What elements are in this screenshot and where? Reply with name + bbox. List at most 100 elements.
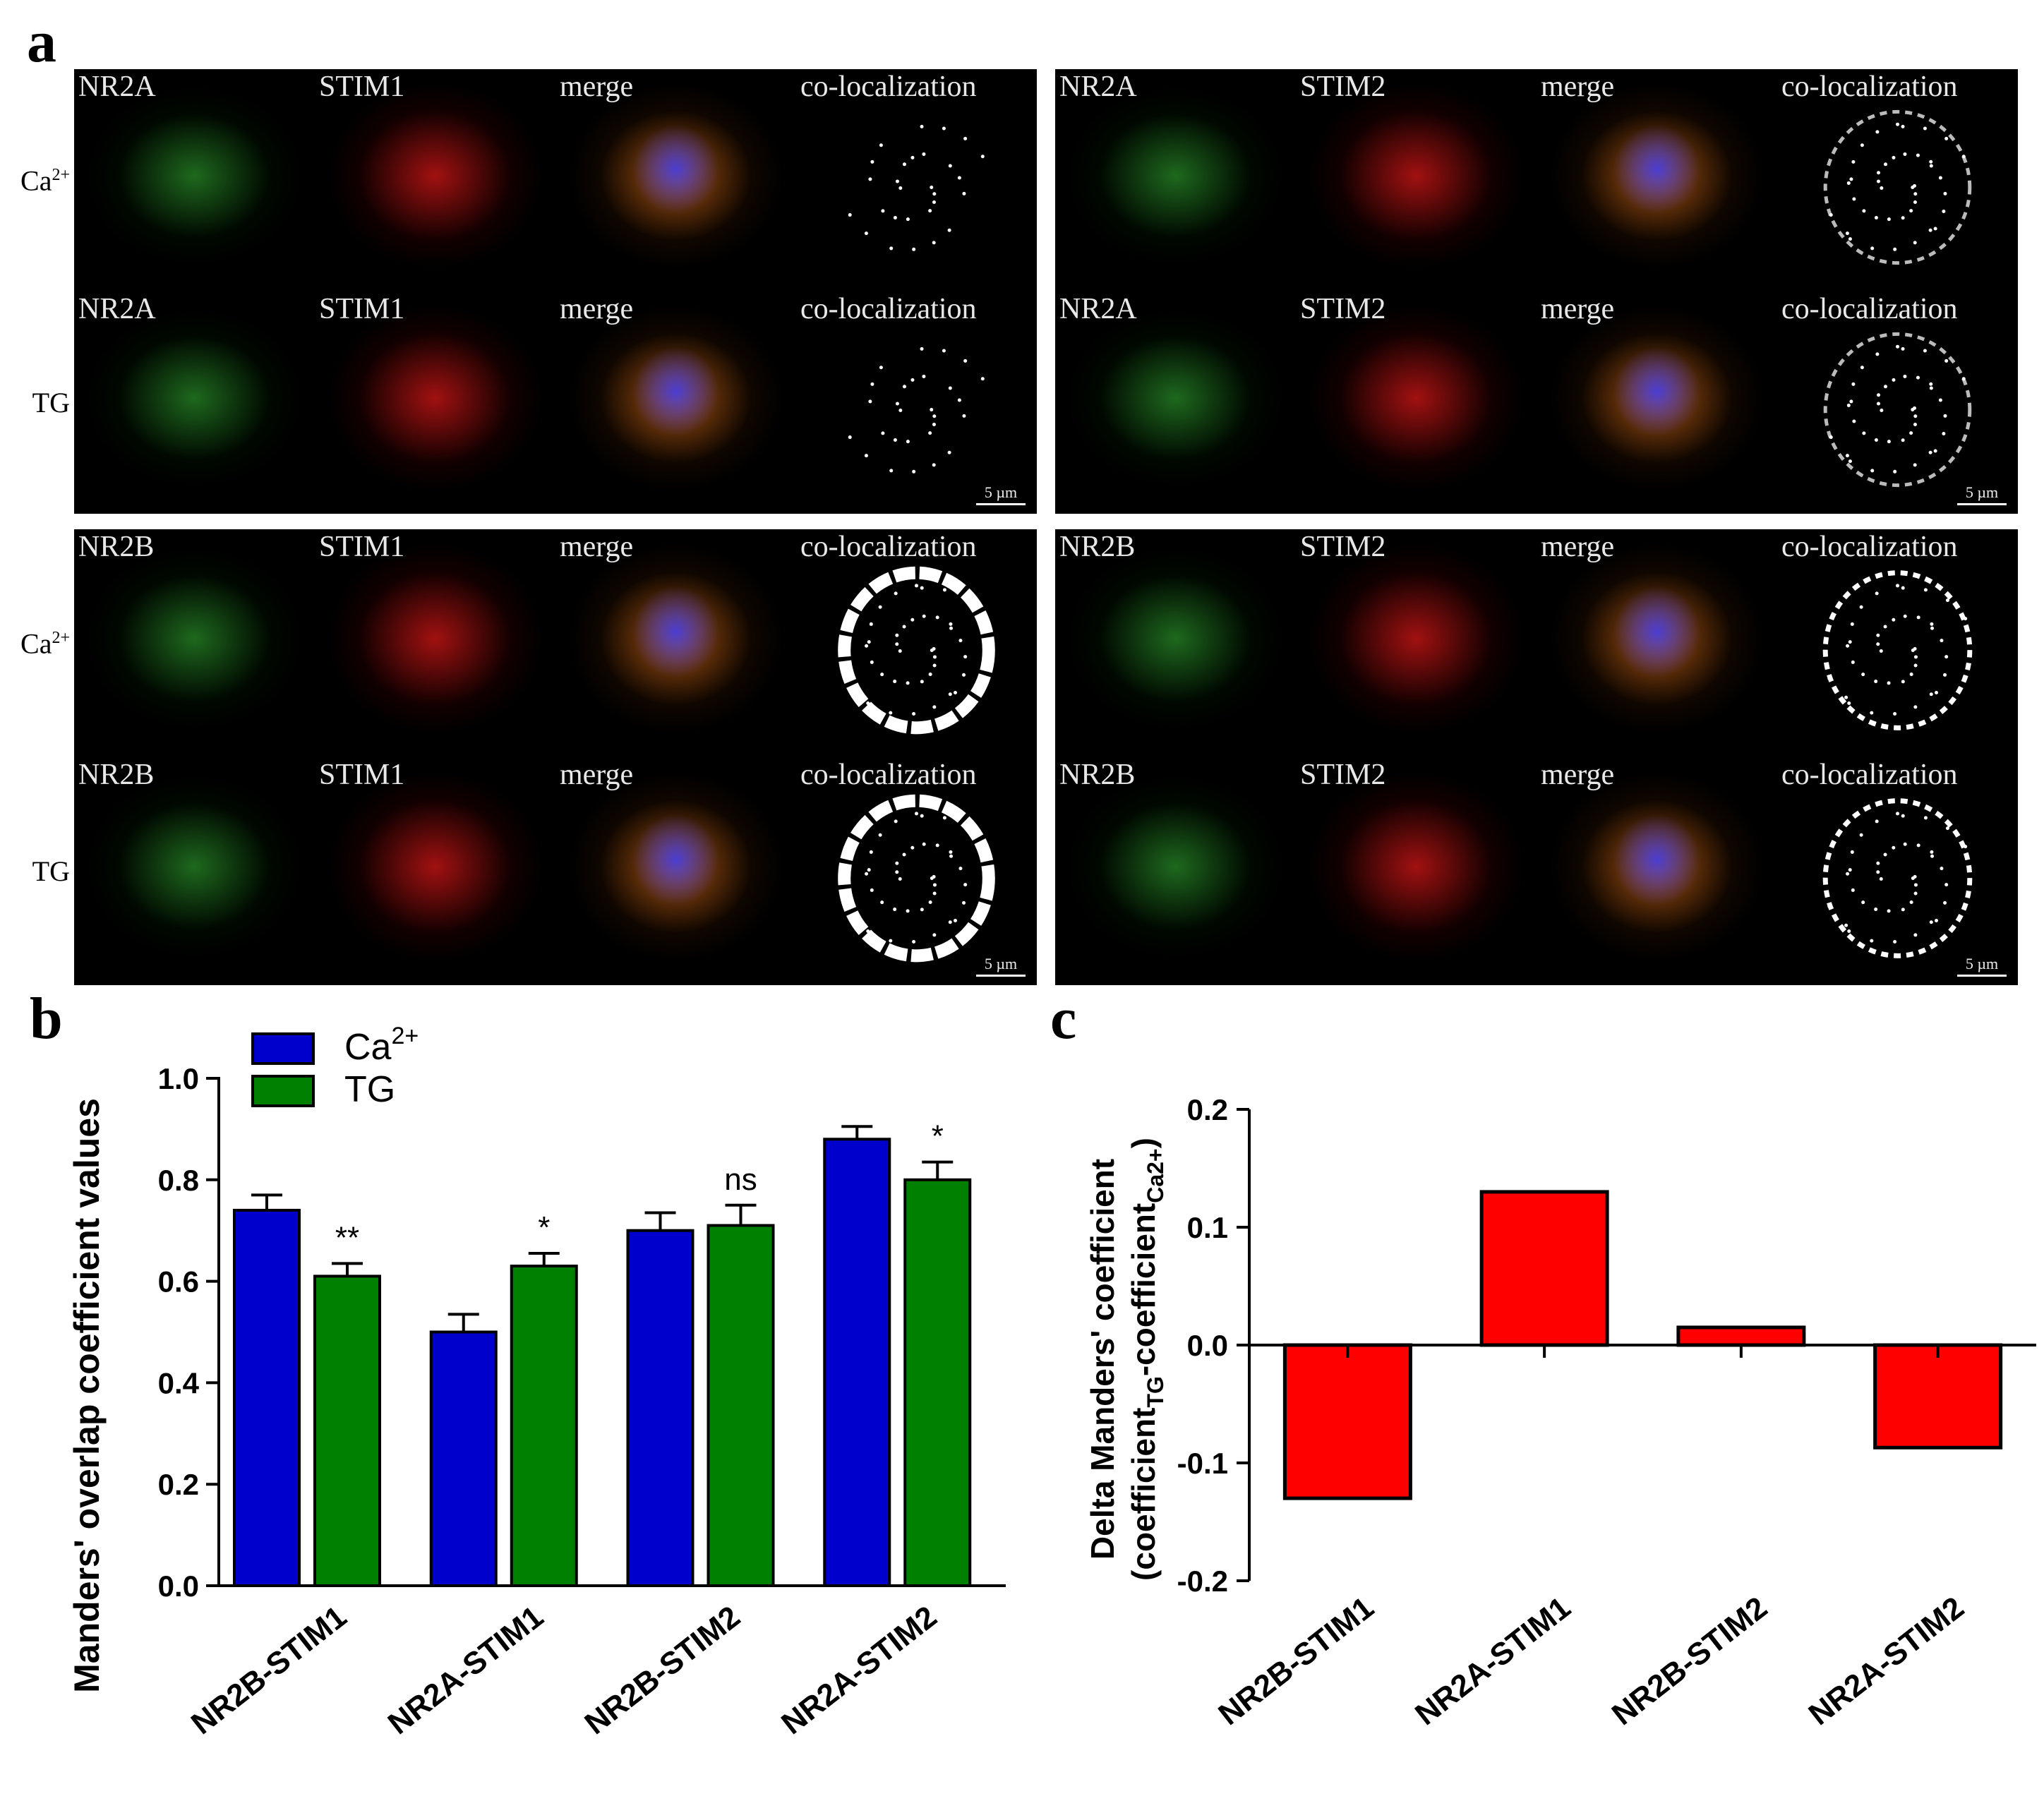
micrograph-cell: NR2A [1055,291,1296,514]
y-tick-label: 0.6 [158,1265,199,1298]
delta-manders-chart: -0.2 -0.1 0.0 0.1 0.2 Delta Manders' coeffici… [1084,1093,2036,1732]
micrograph-cell: merge [555,757,796,985]
micrograph-cell: merge [555,291,796,514]
channel-label: STIM2 [1300,71,1386,103]
y-tick-label: 0.4 [158,1366,200,1399]
panel-b-letter: b [30,986,63,1051]
scale-bar: 5 µm [1957,483,2007,505]
micrograph-cell: merge [1537,291,1777,514]
category-label: NR2A-STIM2 [775,1599,943,1741]
micrograph-cell: merge [1537,757,1777,985]
colocalization-signal [1823,109,1972,265]
scale-bar: 5 µm [976,483,1026,505]
micrograph-cell: co-localization [1777,529,2018,757]
colocalization-signal [848,346,985,474]
category-label: NR2A-STIM1 [382,1599,550,1741]
bar [707,1224,775,1587]
channel-label: co-localization [800,531,977,563]
colocalization-signal [1822,798,1973,958]
channel-label: STIM1 [319,71,405,103]
channel-label: merge [560,293,634,325]
manders-overlap-chart: 0.0 0.2 0.4 0.6 0.8 1.0 Manders' overlap coeff… [67,1023,1006,1741]
channel-label: STIM1 [319,759,405,791]
y-axis-label: Manders' overlap coefficient values [67,1098,107,1693]
category-label: NR2B-STIM1 [1212,1590,1380,1732]
channel-label: merge [1541,759,1615,791]
channel-label: co-localization [800,293,977,325]
y-tick-label: -0.1 [1177,1447,1228,1480]
bar [1282,1343,1412,1500]
micrograph-cell: NR2A [74,69,315,291]
channel-label: NR2B [78,531,155,563]
legend-swatch [251,1075,315,1107]
bar [510,1265,578,1587]
channel-label: NR2A [78,293,156,325]
micrograph-cell: co-localization 5 µm [1777,291,2018,514]
colocalization-signal [848,124,985,251]
category-label: NR2B-STIM2 [578,1599,746,1741]
channel-label: merge [560,71,634,103]
legend-label: TG [344,1069,395,1110]
micrograph-group: NR2A STIM2 merge co-localization NR2A STIM2 me… [1055,69,2018,514]
category-label: NR2A-STIM2 [1803,1590,1971,1732]
micrograph-cell: STIM2 [1296,757,1537,985]
colocalization-signal [1823,332,1972,488]
legend-swatch [251,1032,315,1065]
micrograph-cell: STIM2 [1296,291,1537,514]
bar [1873,1343,2003,1450]
micrograph-cell: NR2B [74,757,315,985]
condition-label: TG [32,386,70,418]
micrograph-cell: STIM1 [315,291,555,514]
channel-label: co-localization [800,71,977,103]
y-tick-label: 1.0 [158,1062,199,1095]
legend-label: Ca2+ [344,1023,419,1068]
y-tick-label: 0.8 [158,1164,199,1197]
colocalization-signal [838,794,995,963]
micrograph-cell: co-localization [796,69,1037,291]
channel-label: STIM1 [319,293,405,325]
channel-label: NR2A [1059,293,1137,325]
channel-label: merge [1541,71,1615,103]
significance-label: * [932,1119,944,1154]
channel-label: STIM2 [1300,531,1386,563]
channel-label: NR2B [1059,531,1136,563]
y-tick-label: 0.2 [1187,1093,1228,1126]
micrograph-cell: NR2B [1055,757,1296,985]
micrograph-cell: NR2B [1055,529,1296,757]
y-tick-label: 0.1 [1187,1211,1228,1244]
micrograph-cell: STIM2 [1296,529,1537,757]
micrograph-cell: STIM2 [1296,69,1537,291]
channel-label: merge [560,531,634,563]
colocalization-signal [1822,570,1973,730]
y-tick-label: -0.2 [1177,1565,1228,1598]
y-axis-label-line2: (coefficientTG-coefficientCa2+) [1125,1138,1168,1581]
significance-label: ** [335,1220,359,1255]
micrograph-cell: merge [1537,529,1777,757]
channel-label: co-localization [1781,531,1958,563]
micrograph-cell: merge [555,69,796,291]
micrograph-group: NR2B STIM1 merge co-localization NR2B STIM1 me… [74,529,1037,985]
condition-label: Ca2+ [20,164,70,196]
channel-label: STIM2 [1300,759,1386,791]
condition-label: TG [32,855,70,887]
bar [903,1178,972,1587]
bar [233,1208,301,1587]
condition-label: Ca2+ [20,627,70,659]
micrograph-cell: co-localization [1777,69,2018,291]
channel-label: NR2B [1059,759,1136,791]
channel-label: NR2B [78,759,155,791]
category-label: NR2B-STIM2 [1606,1590,1774,1732]
scale-bar: 5 µm [976,955,1026,977]
micrograph-cell: NR2A [74,291,315,514]
channel-label: merge [560,759,634,791]
channel-label: STIM1 [319,531,405,563]
panel-a-letter: a [27,9,56,75]
channel-label: co-localization [1781,293,1958,325]
micrograph-group: NR2B STIM2 merge co-localization NR2B STIM2 me… [1055,529,2018,985]
category-label: NR2A-STIM1 [1409,1590,1577,1732]
channel-label: co-localization [1781,759,1958,791]
bar [626,1229,695,1587]
y-axis-label: Delta Manders' coefficient [1084,1159,1121,1560]
micrograph-cell: co-localization 5 µm [1777,757,2018,985]
scale-bar: 5 µm [1957,955,2007,977]
